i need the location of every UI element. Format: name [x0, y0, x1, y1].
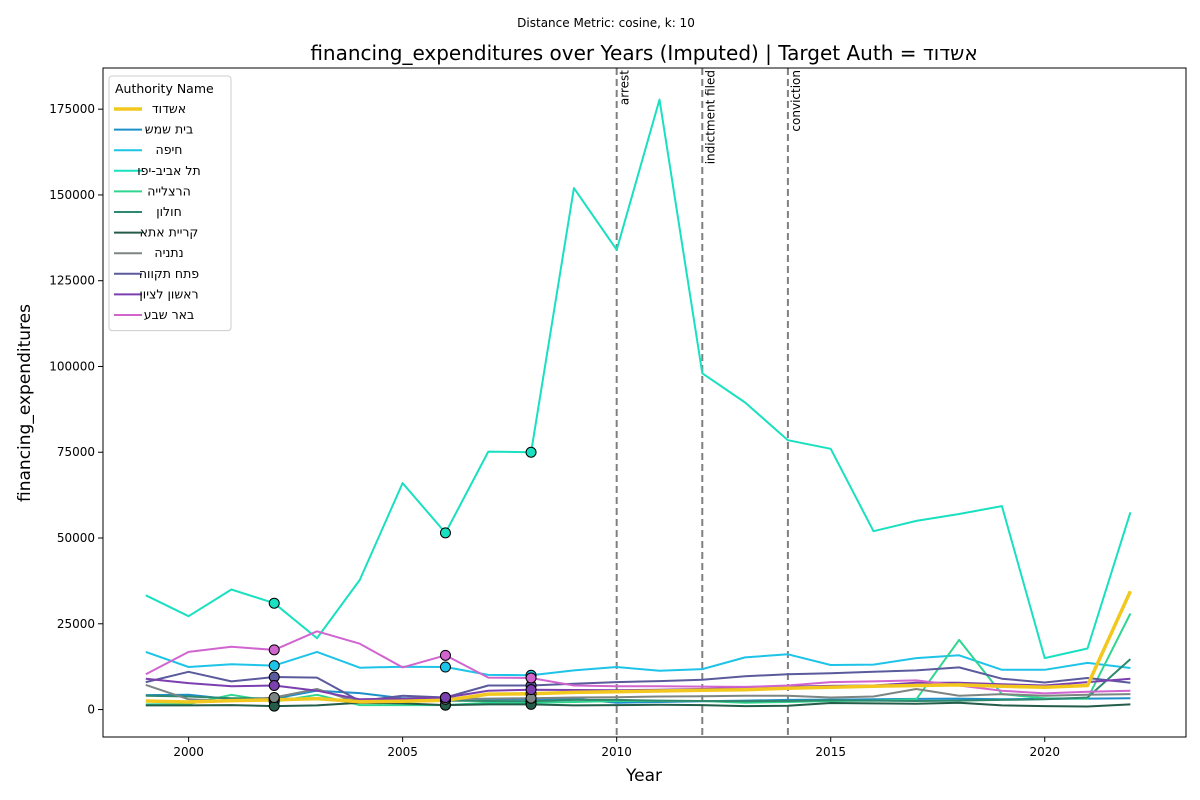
- series-line-3: [145, 98, 1132, 660]
- imputed-point: [268, 680, 280, 692]
- series-line-1: [145, 689, 1131, 704]
- legend-entry: פתח תקווה: [139, 266, 199, 281]
- axes: 2000 2005 2010 2015 2020 0 25000 50000 75000 1000…: [49, 67, 1187, 759]
- chart-suptitle: Distance Metric: cosine, k: 10: [517, 16, 695, 30]
- x-tick-label: 2010: [601, 745, 632, 759]
- imputed-point: [439, 661, 451, 673]
- x-tick-label: 2005: [387, 745, 418, 759]
- y-tick-label: 0: [87, 703, 95, 717]
- y-tick-label: 150000: [49, 188, 95, 202]
- x-axis-label: Year: [625, 766, 662, 786]
- y-tick-label: 100000: [49, 359, 95, 373]
- y-axis-label: financing_expenditures: [15, 304, 35, 502]
- event-lines: arrest indictment filed conviction: [615, 68, 803, 737]
- imputed-point: [525, 672, 537, 684]
- y-tick-label: 75000: [57, 445, 95, 459]
- legend-entry: קריית אתא: [140, 225, 199, 240]
- imputed-point: [439, 692, 451, 704]
- imputed-point: [268, 660, 280, 672]
- plot-frame: [102, 67, 1187, 738]
- y-tick-label: 50000: [57, 531, 95, 545]
- x-tick-label: 2015: [815, 745, 846, 759]
- imputed-point: [268, 644, 280, 656]
- legend-entry: נתניה: [154, 245, 183, 260]
- legend-box: [108, 75, 232, 332]
- imputed-point: [525, 684, 537, 696]
- y-tick-label: 25000: [57, 617, 95, 631]
- legend-entry: תל אביב-יפו: [137, 163, 200, 178]
- imputed-point: [268, 597, 280, 609]
- imputed-point: [268, 692, 280, 704]
- series-line-0: [145, 590, 1132, 704]
- legend-title: Authority Name: [115, 81, 214, 96]
- event-label: arrest: [618, 70, 632, 105]
- imputed-point: [439, 527, 451, 539]
- series-line-2: [145, 650, 1131, 677]
- y-tick-label: 125000: [49, 274, 95, 288]
- series-lines: [145, 98, 1132, 708]
- legend-entry: חיפה: [156, 142, 183, 157]
- imputed-point: [439, 649, 451, 661]
- event-label: conviction: [789, 70, 803, 132]
- legend-entry: הרצלייה: [147, 183, 191, 198]
- x-tick-label: 2020: [1029, 745, 1060, 759]
- legend-entry: בית שמש: [145, 122, 193, 137]
- imputed-markers: [268, 446, 537, 712]
- x-tick-label: 2000: [173, 745, 204, 759]
- legend-entry: אשדוד: [152, 101, 186, 116]
- chart-title: financing_expenditures over Years (Imput…: [310, 41, 977, 65]
- legend-entry: חולון: [156, 204, 182, 219]
- series-line-8: [145, 666, 1131, 702]
- series-line-6: [145, 701, 1131, 708]
- event-label: indictment filed: [703, 70, 717, 164]
- legend-entry: באר שבע: [144, 307, 195, 322]
- legend: Authority Name אשדוד בית שמש חיפה תל אביב-יפ…: [108, 75, 232, 332]
- imputed-point: [525, 446, 537, 458]
- legend-entry: ראשון לציון: [139, 286, 198, 301]
- y-tick-label: 175000: [49, 102, 95, 116]
